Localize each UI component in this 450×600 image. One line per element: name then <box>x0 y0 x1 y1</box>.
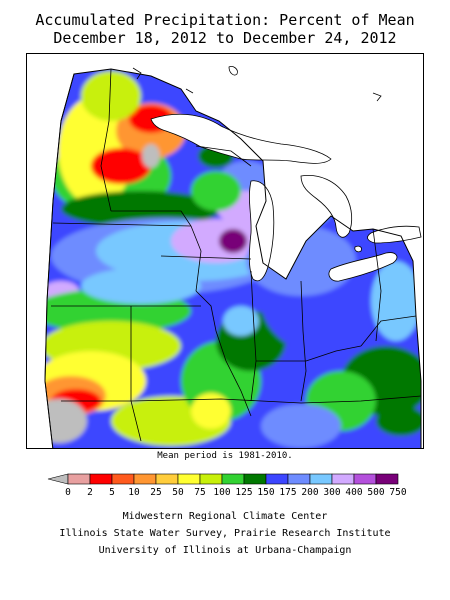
legend-swatch <box>155 473 179 485</box>
islands <box>132 66 382 102</box>
mean-period-note: Mean period is 1981-2010. <box>157 451 293 461</box>
legend-swatch <box>89 473 113 485</box>
legend-swatch <box>111 473 135 485</box>
legend-label: 400 <box>345 487 363 498</box>
legend-label: 100 <box>213 487 231 498</box>
legend-label: 125 <box>235 487 253 498</box>
legend-label: 500 <box>367 487 385 498</box>
credit-line1: Midwestern Regional Climate Center <box>122 511 328 522</box>
color-legend: 0 2 5 10 25 50 75 100 125 150 175 200 300 400 500 750 <box>46 472 426 502</box>
legend-swatch <box>67 473 91 485</box>
legend-swatch <box>133 473 157 485</box>
legend-label: 25 <box>150 487 162 498</box>
map-title-line1: Accumulated Precipitation: Percent of Me… <box>35 11 415 29</box>
lake-erie <box>328 252 398 282</box>
legend-label: 750 <box>389 487 407 498</box>
legend-label: 75 <box>194 487 206 498</box>
legend-label: 175 <box>279 487 297 498</box>
credit-line3: University of Illinois at Urbana-Champai… <box>98 545 352 556</box>
legend-label: 0 <box>65 487 71 498</box>
legend-swatch <box>309 473 333 485</box>
map-title-line2: December 18, 2012 to December 24, 2012 <box>53 29 397 47</box>
legend-label: 10 <box>128 487 140 498</box>
legend-swatch <box>375 473 399 485</box>
legend-swatch <box>353 473 377 485</box>
legend-label: 2 <box>87 487 93 498</box>
precipitation-map <box>26 53 424 449</box>
legend-swatch <box>287 473 311 485</box>
lake-st-clair <box>354 245 362 253</box>
legend-label: 50 <box>172 487 184 498</box>
legend-label: 200 <box>301 487 319 498</box>
legend-swatch <box>265 473 289 485</box>
legend-swatch <box>221 473 245 485</box>
legend-arrow <box>47 473 69 485</box>
legend-label: 300 <box>323 487 341 498</box>
legend-swatch <box>199 473 223 485</box>
legend-swatch <box>177 473 201 485</box>
legend-swatch <box>331 473 355 485</box>
legend-swatch <box>243 473 267 485</box>
legend-label: 150 <box>257 487 275 498</box>
region-outline <box>44 68 422 448</box>
lake-michigan <box>248 180 275 282</box>
credit-line2: Illinois State Water Survey, Prairie Res… <box>59 528 391 539</box>
precip-field <box>45 69 421 448</box>
legend-bar <box>47 473 399 485</box>
legend-label: 5 <box>109 487 115 498</box>
